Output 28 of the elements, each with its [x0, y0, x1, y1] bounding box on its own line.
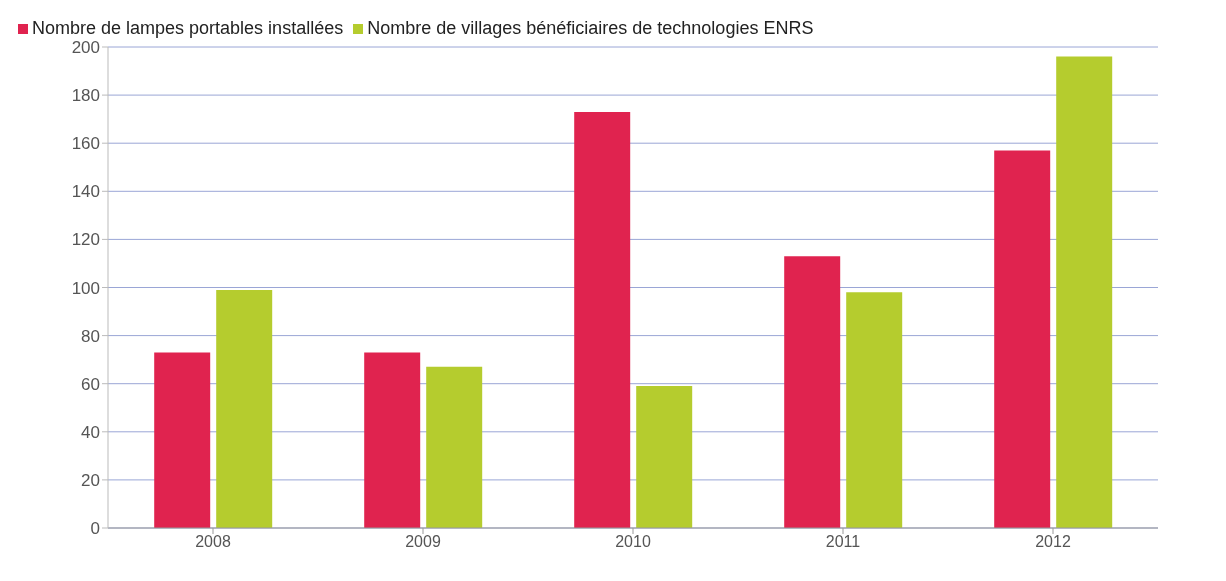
- legend-label: Nombre de villages bénéficiaires de technologies ENRS: [367, 18, 814, 38]
- bar: [846, 292, 903, 528]
- y-tick-label: 60: [81, 374, 100, 394]
- x-tick-label: 2009: [405, 533, 441, 551]
- y-tick-label: 0: [90, 519, 100, 539]
- bar: [154, 352, 211, 528]
- x-tick-label: 2010: [615, 533, 651, 551]
- y-tick-label: 200: [71, 38, 100, 58]
- bar: [364, 352, 421, 528]
- bar: [994, 150, 1051, 528]
- y-tick-label: 20: [81, 470, 100, 490]
- y-tick-label: 160: [71, 134, 100, 154]
- bar: [426, 366, 483, 528]
- x-tick-label: 2008: [195, 533, 231, 551]
- bar: [1056, 56, 1113, 528]
- bar: [784, 256, 841, 528]
- x-tick-label: 2012: [1035, 533, 1071, 551]
- legend-label: Nombre de lampes portables installées: [32, 18, 344, 38]
- y-tick-label: 40: [81, 422, 100, 442]
- bar: [216, 289, 273, 528]
- bar: [636, 386, 693, 528]
- x-tick-label: 2011: [825, 533, 861, 551]
- y-tick-label: 140: [71, 182, 100, 202]
- y-tick-label: 180: [71, 86, 100, 106]
- y-tick-label: 80: [81, 326, 100, 346]
- bar: [574, 111, 631, 528]
- y-tick-label: 100: [71, 278, 100, 298]
- y-tick-label: 120: [71, 230, 100, 250]
